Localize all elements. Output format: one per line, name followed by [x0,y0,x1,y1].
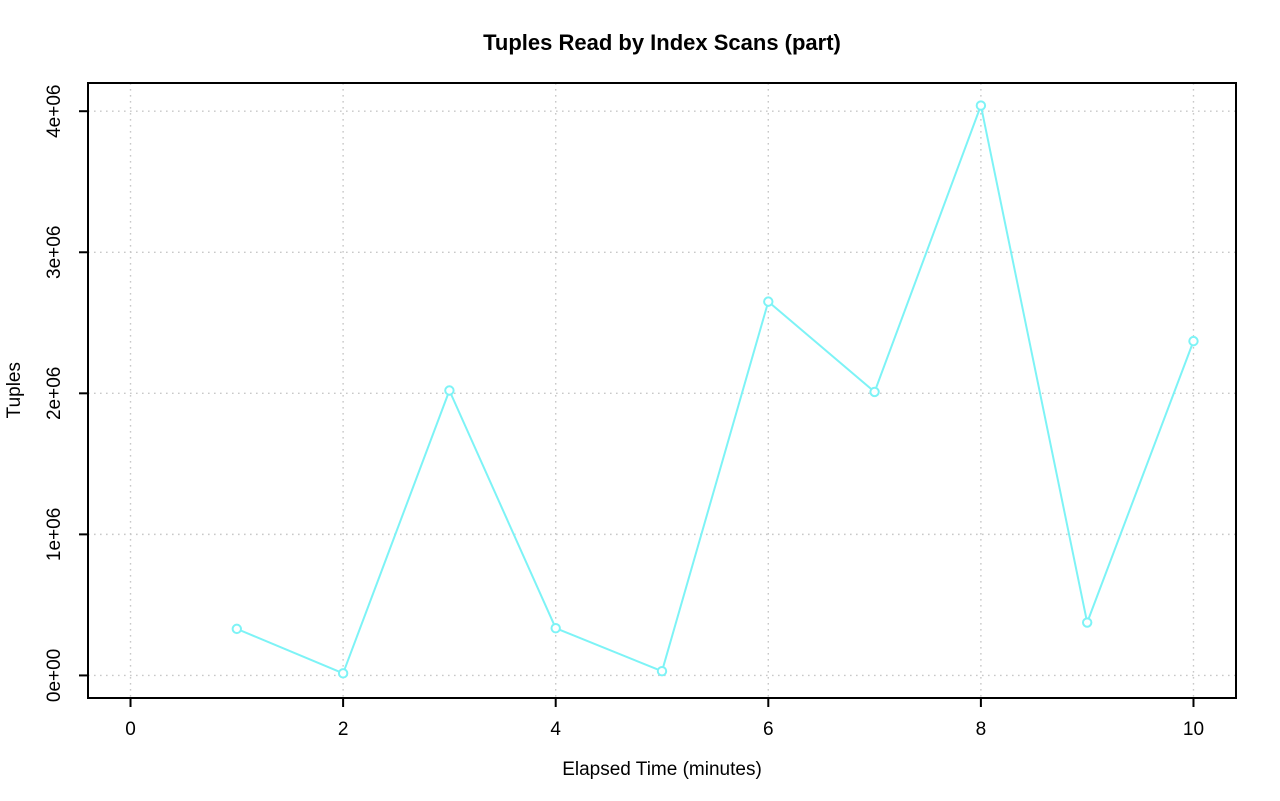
y-tick-label: 3e+06 [44,226,65,279]
y-tick-label: 4e+06 [44,85,65,138]
y-axis-label: Tuples [4,362,25,419]
data-point [1081,617,1093,628]
x-tick-label: 8 [976,719,987,740]
x-tick-label: 6 [763,719,774,740]
y-tick-label: 2e+06 [44,367,65,420]
data-point [337,668,349,679]
x-tick-label: 10 [1183,719,1204,740]
data-point [975,100,987,111]
x-axis-label: Elapsed Time (minutes) [562,759,762,780]
data-point [444,385,455,396]
chart-title: Tuples Read by Index Scans (part) [483,30,841,55]
data-point [1188,335,1199,347]
data-point [231,623,243,635]
x-tick-label: 4 [550,719,561,740]
y-tick-label: 0e+00 [44,649,65,702]
data-point [550,622,561,634]
data-point [869,386,880,398]
data-point [763,296,774,307]
data-point [656,665,668,677]
y-axis-label-wrap: Tuples [2,83,28,698]
x-tick-label: 0 [125,719,136,740]
y-tick-label: 1e+06 [44,508,65,561]
plot-box [87,82,1237,699]
data-line [235,104,1195,675]
x-tick-label: 2 [338,719,349,740]
